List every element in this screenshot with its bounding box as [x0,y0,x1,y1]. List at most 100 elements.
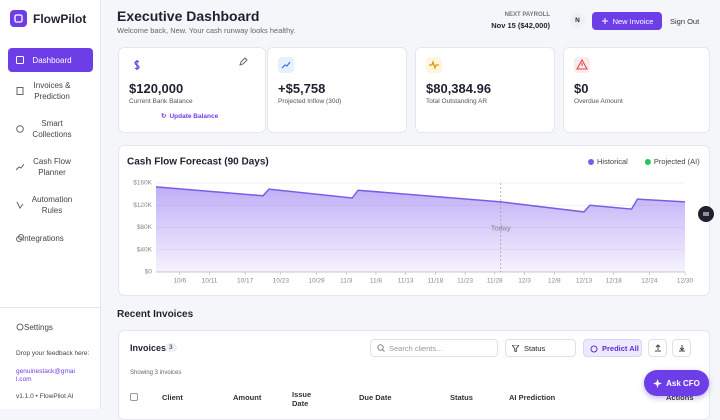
payroll-label: NEXT PAYROLL [504,12,550,18]
avatar[interactable]: N [570,13,585,28]
select-all-checkbox[interactable] [130,393,138,401]
nav-label: Invoices & Prediction [33,81,71,101]
nav-label: Integrations [22,233,64,243]
sidebar: FlowPilot Dashboard Invoices & Predictio… [0,0,101,409]
x-tick-label: 12/30 [677,278,694,285]
nav-label: Cash Flow Planner [33,157,71,177]
x-tick-label: 10/23 [273,278,290,285]
column-header[interactable]: Issue Date [292,390,312,408]
divider [0,307,100,308]
search-icon [377,344,385,352]
column-header[interactable]: Amount [233,393,262,402]
nav-item[interactable]: Settings [8,315,93,339]
feedback-email[interactable]: genuinestack@gmail.com [16,368,75,383]
legend-swatch [644,159,651,165]
legend-label: Historical [597,157,628,166]
feedback-text: Drop your feedback here: [16,350,90,357]
invoice-count: 3 [165,343,177,352]
button-label: Ask CFO [666,378,700,388]
kpi-icon [574,57,590,73]
search-input[interactable]: Search clients... [370,339,498,357]
kpi-label: Current Bank Balance [129,98,193,105]
x-tick-label: 10/17 [237,278,254,285]
y-tick-label: $40K [137,246,153,253]
column-header[interactable]: Status [450,393,473,402]
x-tick-label: 11/28 [487,278,503,285]
upload-button[interactable] [648,339,667,357]
kpi-icon [129,57,145,73]
x-tick-label: 11/23 [457,278,473,285]
floating-icon[interactable] [698,206,714,222]
x-tick-label: 12/18 [606,278,623,285]
status-filter[interactable]: Status [505,339,576,357]
x-tick-label: 10/29 [308,278,325,285]
nav-item[interactable]: Dashboard [8,48,93,72]
y-tick-label: $80K [137,224,153,231]
nav-label: Automation Rules [31,195,73,215]
column-header[interactable]: Due Date [359,393,392,402]
section-title: Recent Invoices [117,309,194,320]
nav-item[interactable]: Smart Collections [8,117,93,141]
new-invoice-button[interactable]: New Invoice [592,12,662,30]
x-tick-label: 12/24 [641,278,658,285]
kpi-label: Total Outstanding AR [426,98,488,105]
kpi-card: $80,384.96 Total Outstanding AR [415,47,555,133]
x-tick-label: 12/8 [548,278,561,285]
kpi-label: Projected Inflow (30d) [278,98,342,105]
page-title: Executive Dashboard [117,8,260,24]
download-button[interactable] [672,339,691,357]
sign-out[interactable]: Sign Out [670,17,700,26]
nav-item[interactable]: Invoices & Prediction [8,79,93,103]
nav-label: Smart Collections [32,119,72,139]
kpi-card: +$5,758 Projected Inflow (30d) [267,47,407,133]
kpi-card: $0 Overdue Amount [563,47,710,133]
column-header[interactable]: AI Prediction [509,393,556,402]
invoices-title: Invoices [130,343,167,353]
x-tick-label: 12/3 [518,278,531,285]
column-header[interactable]: Actions [666,393,694,402]
update-balance[interactable]: ↻ Update Balance [161,113,219,120]
filter-label: Status [524,343,546,353]
today-label: Today [491,223,511,232]
nav-label: Dashboard [32,55,72,65]
nav-label: Settings [24,322,53,332]
version: v1.1.0 • FlowPilot AI [16,393,74,400]
y-tick-label: $0 [145,269,153,276]
legend-swatch [588,159,594,165]
chart-title: Cash Flow Forecast (90 Days) [127,157,269,168]
x-tick-label: 10/6 [173,278,186,285]
nav-item[interactable]: Automation Rules [8,193,93,217]
kpi-label: Overdue Amount [574,98,623,105]
kpi-icon [278,57,294,73]
payroll-value: Nov 15 ($42,000) [491,21,550,30]
search-placeholder: Search clients... [389,343,443,353]
action-label: Update Balance [169,113,219,120]
nav-item[interactable]: Cash Flow Planner [8,155,93,179]
kpi-value: $0 [574,81,589,96]
x-tick-label: 11/18 [427,278,443,285]
nav-item[interactable]: Integrations [8,226,93,250]
area [156,186,685,272]
brand: FlowPilot [33,12,87,26]
legend-label: Projected (AI) [654,157,700,166]
predict-all-button[interactable]: Predict All [583,339,642,357]
y-tick-label: $160K [133,180,152,187]
showing-count: Showing 3 invoices [130,370,182,376]
line [155,186,686,213]
ask-cfo-button[interactable]: Ask CFO [644,370,709,396]
button-label: New Invoice [612,16,654,26]
x-tick-label: 12/13 [576,278,593,285]
button-label: Predict All [602,343,639,353]
chart-card: Cash Flow Forecast (90 Days) Historical P… [118,145,710,296]
kpi-value: $80,384.96 [426,81,492,96]
kpi-card: $120,000 Current Bank Balance ↻ Update Ba… [118,47,266,133]
kpi-value: +$5,758 [278,81,326,96]
logo [10,10,27,27]
column-header[interactable]: Client [162,393,183,402]
x-tick-label: 11/3 [340,278,353,285]
y-tick-label: $120K [133,202,152,209]
edit-icon[interactable] [239,57,248,66]
chart: Cash Flow Forecast (90 Days) Historical P… [127,157,700,285]
kpi-icon [426,57,442,73]
